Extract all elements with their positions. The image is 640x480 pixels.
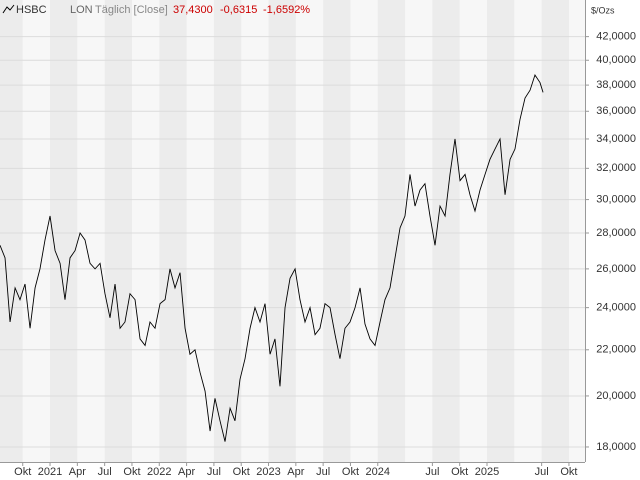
price-line	[0, 73, 544, 442]
y-tick-label: 42,0000	[596, 31, 636, 43]
chart-title: HSBC	[16, 4, 47, 16]
y-tick-label: 38,0000	[596, 79, 636, 91]
y-tick-label: 26,0000	[596, 263, 636, 275]
x-tick-label: Okt	[123, 466, 140, 478]
grid	[0, 36, 585, 448]
x-tick-label: 2024	[366, 466, 390, 478]
x-tick-label: 2023	[256, 466, 280, 478]
change: -0,6315	[220, 4, 257, 16]
y-tick-label: 24,0000	[596, 302, 636, 314]
y-tick-label: 22,0000	[596, 344, 636, 356]
y-tick-label: 30,0000	[596, 193, 636, 205]
x-tick-label: Okt	[233, 466, 250, 478]
y-tick-label: 40,0000	[596, 54, 636, 66]
stripe	[268, 0, 296, 462]
last-price: 37,4300	[173, 4, 213, 16]
change-percent: -1,6592%	[263, 4, 310, 16]
stripe	[0, 0, 23, 462]
stripe	[104, 0, 132, 462]
x-tick-label: Jul	[207, 466, 221, 478]
y-axis-label: $/Ozs	[591, 5, 615, 15]
exchange: LON	[70, 4, 93, 16]
y-tick-label: 28,0000	[596, 227, 636, 239]
x-tick-label: 2021	[38, 466, 62, 478]
x-tick-label: Okt	[560, 466, 577, 478]
x-tick-label: Apr	[69, 466, 86, 478]
interval: Täglich [Close]	[95, 4, 168, 16]
x-tick-label: Jul	[316, 466, 330, 478]
stripe	[323, 0, 351, 462]
x-tick-label: Apr	[287, 466, 304, 478]
x-tick-label: Okt	[451, 466, 468, 478]
x-tick-label: Apr	[178, 466, 195, 478]
x-tick-label: Okt	[14, 466, 31, 478]
stripes	[0, 0, 569, 462]
stripe	[159, 0, 187, 462]
x-tick-label: Jul	[98, 466, 112, 478]
y-tick-label: 36,0000	[596, 105, 636, 117]
y-tick-label: 32,0000	[596, 162, 636, 174]
stripe	[213, 0, 242, 462]
line-icon	[2, 4, 15, 14]
stripe	[50, 0, 78, 462]
y-tick-label: 20,0000	[596, 390, 636, 402]
stripe	[377, 0, 406, 462]
y-tick-label: 34,0000	[596, 133, 636, 145]
stripe	[487, 0, 515, 462]
x-tick-label: Okt	[342, 466, 359, 478]
x-tick-label: Jul	[535, 466, 549, 478]
x-tick-label: 2025	[475, 466, 499, 478]
stripe	[541, 0, 569, 462]
x-tick-label: Jul	[425, 466, 439, 478]
x-tick-label: 2022	[147, 466, 171, 478]
y-tick-label: 18,0000	[596, 441, 636, 453]
